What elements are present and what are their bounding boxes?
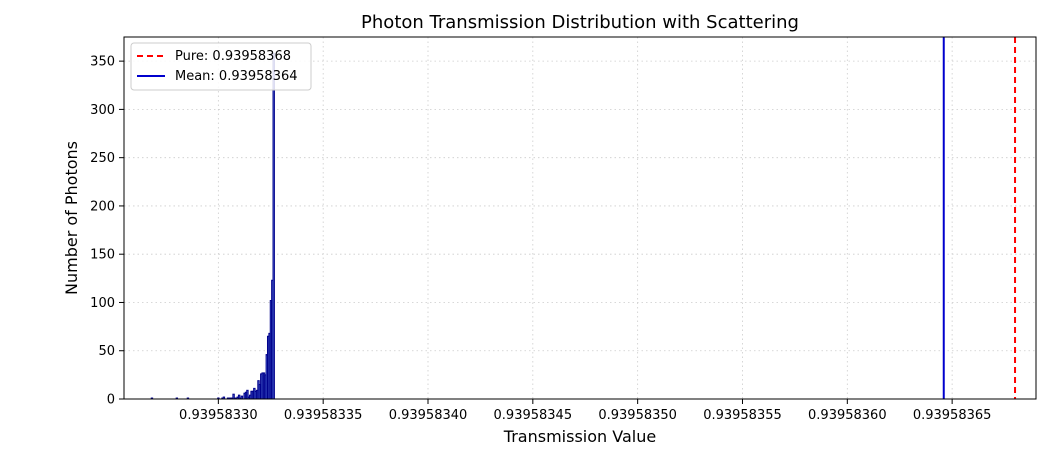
y-tick-label: 300 bbox=[90, 103, 115, 118]
x-tick-label: 0.93958335 bbox=[284, 408, 363, 423]
legend: Pure: 0.93958368 Mean: 0.93958364 bbox=[130, 42, 312, 91]
y-tick-label: 100 bbox=[90, 296, 115, 311]
y-tick-label: 150 bbox=[90, 248, 115, 263]
histogram-bar bbox=[272, 52, 275, 400]
y-tick-label: 250 bbox=[90, 151, 115, 166]
plot-frame bbox=[123, 36, 1037, 400]
y-tick-label: 200 bbox=[90, 199, 115, 214]
y-axis-label: Number of Photons bbox=[62, 141, 81, 295]
y-tick-label: 0 bbox=[107, 393, 115, 408]
x-tick-label: 0.93958360 bbox=[808, 408, 887, 423]
x-axis-ticks: 0.93958330 0.93958335 0.93958340 0.93958345… bbox=[179, 399, 991, 423]
y-tick-label: 50 bbox=[98, 344, 115, 359]
x-tick-label: 0.93958330 bbox=[179, 408, 258, 423]
legend-pure-label: Pure: 0.93958368 bbox=[175, 49, 291, 64]
legend-box bbox=[130, 42, 312, 91]
y-axis-ticks: 0 50 100 150 200 250 300 350 bbox=[90, 55, 124, 408]
histogram-bars bbox=[150, 52, 275, 400]
x-tick-label: 0.93958340 bbox=[389, 408, 468, 423]
y-tick-label: 350 bbox=[90, 55, 115, 70]
x-axis-label: Transmission Value bbox=[503, 427, 656, 446]
chart-title: Photon Transmission Distribution with Sc… bbox=[361, 12, 799, 33]
legend-mean-label: Mean: 0.93958364 bbox=[175, 69, 298, 84]
x-tick-label: 0.93958350 bbox=[598, 408, 677, 423]
reference-lines bbox=[942, 37, 1017, 399]
x-tick-label: 0.93958365 bbox=[913, 408, 992, 423]
grid bbox=[124, 37, 1036, 400]
x-tick-label: 0.93958355 bbox=[703, 408, 782, 423]
x-tick-label: 0.93958345 bbox=[494, 408, 573, 423]
